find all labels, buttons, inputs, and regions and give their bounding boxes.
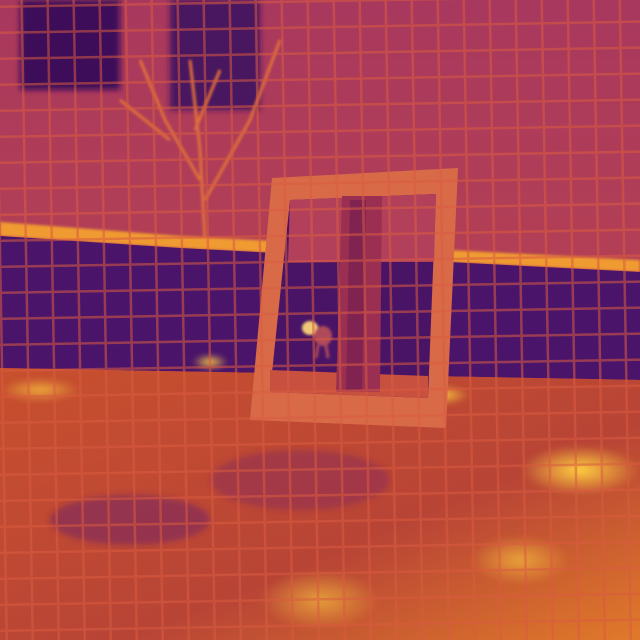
thermal-image-scene <box>0 0 640 640</box>
wire-mesh-overlay <box>0 0 640 640</box>
thermal-image <box>0 0 640 640</box>
